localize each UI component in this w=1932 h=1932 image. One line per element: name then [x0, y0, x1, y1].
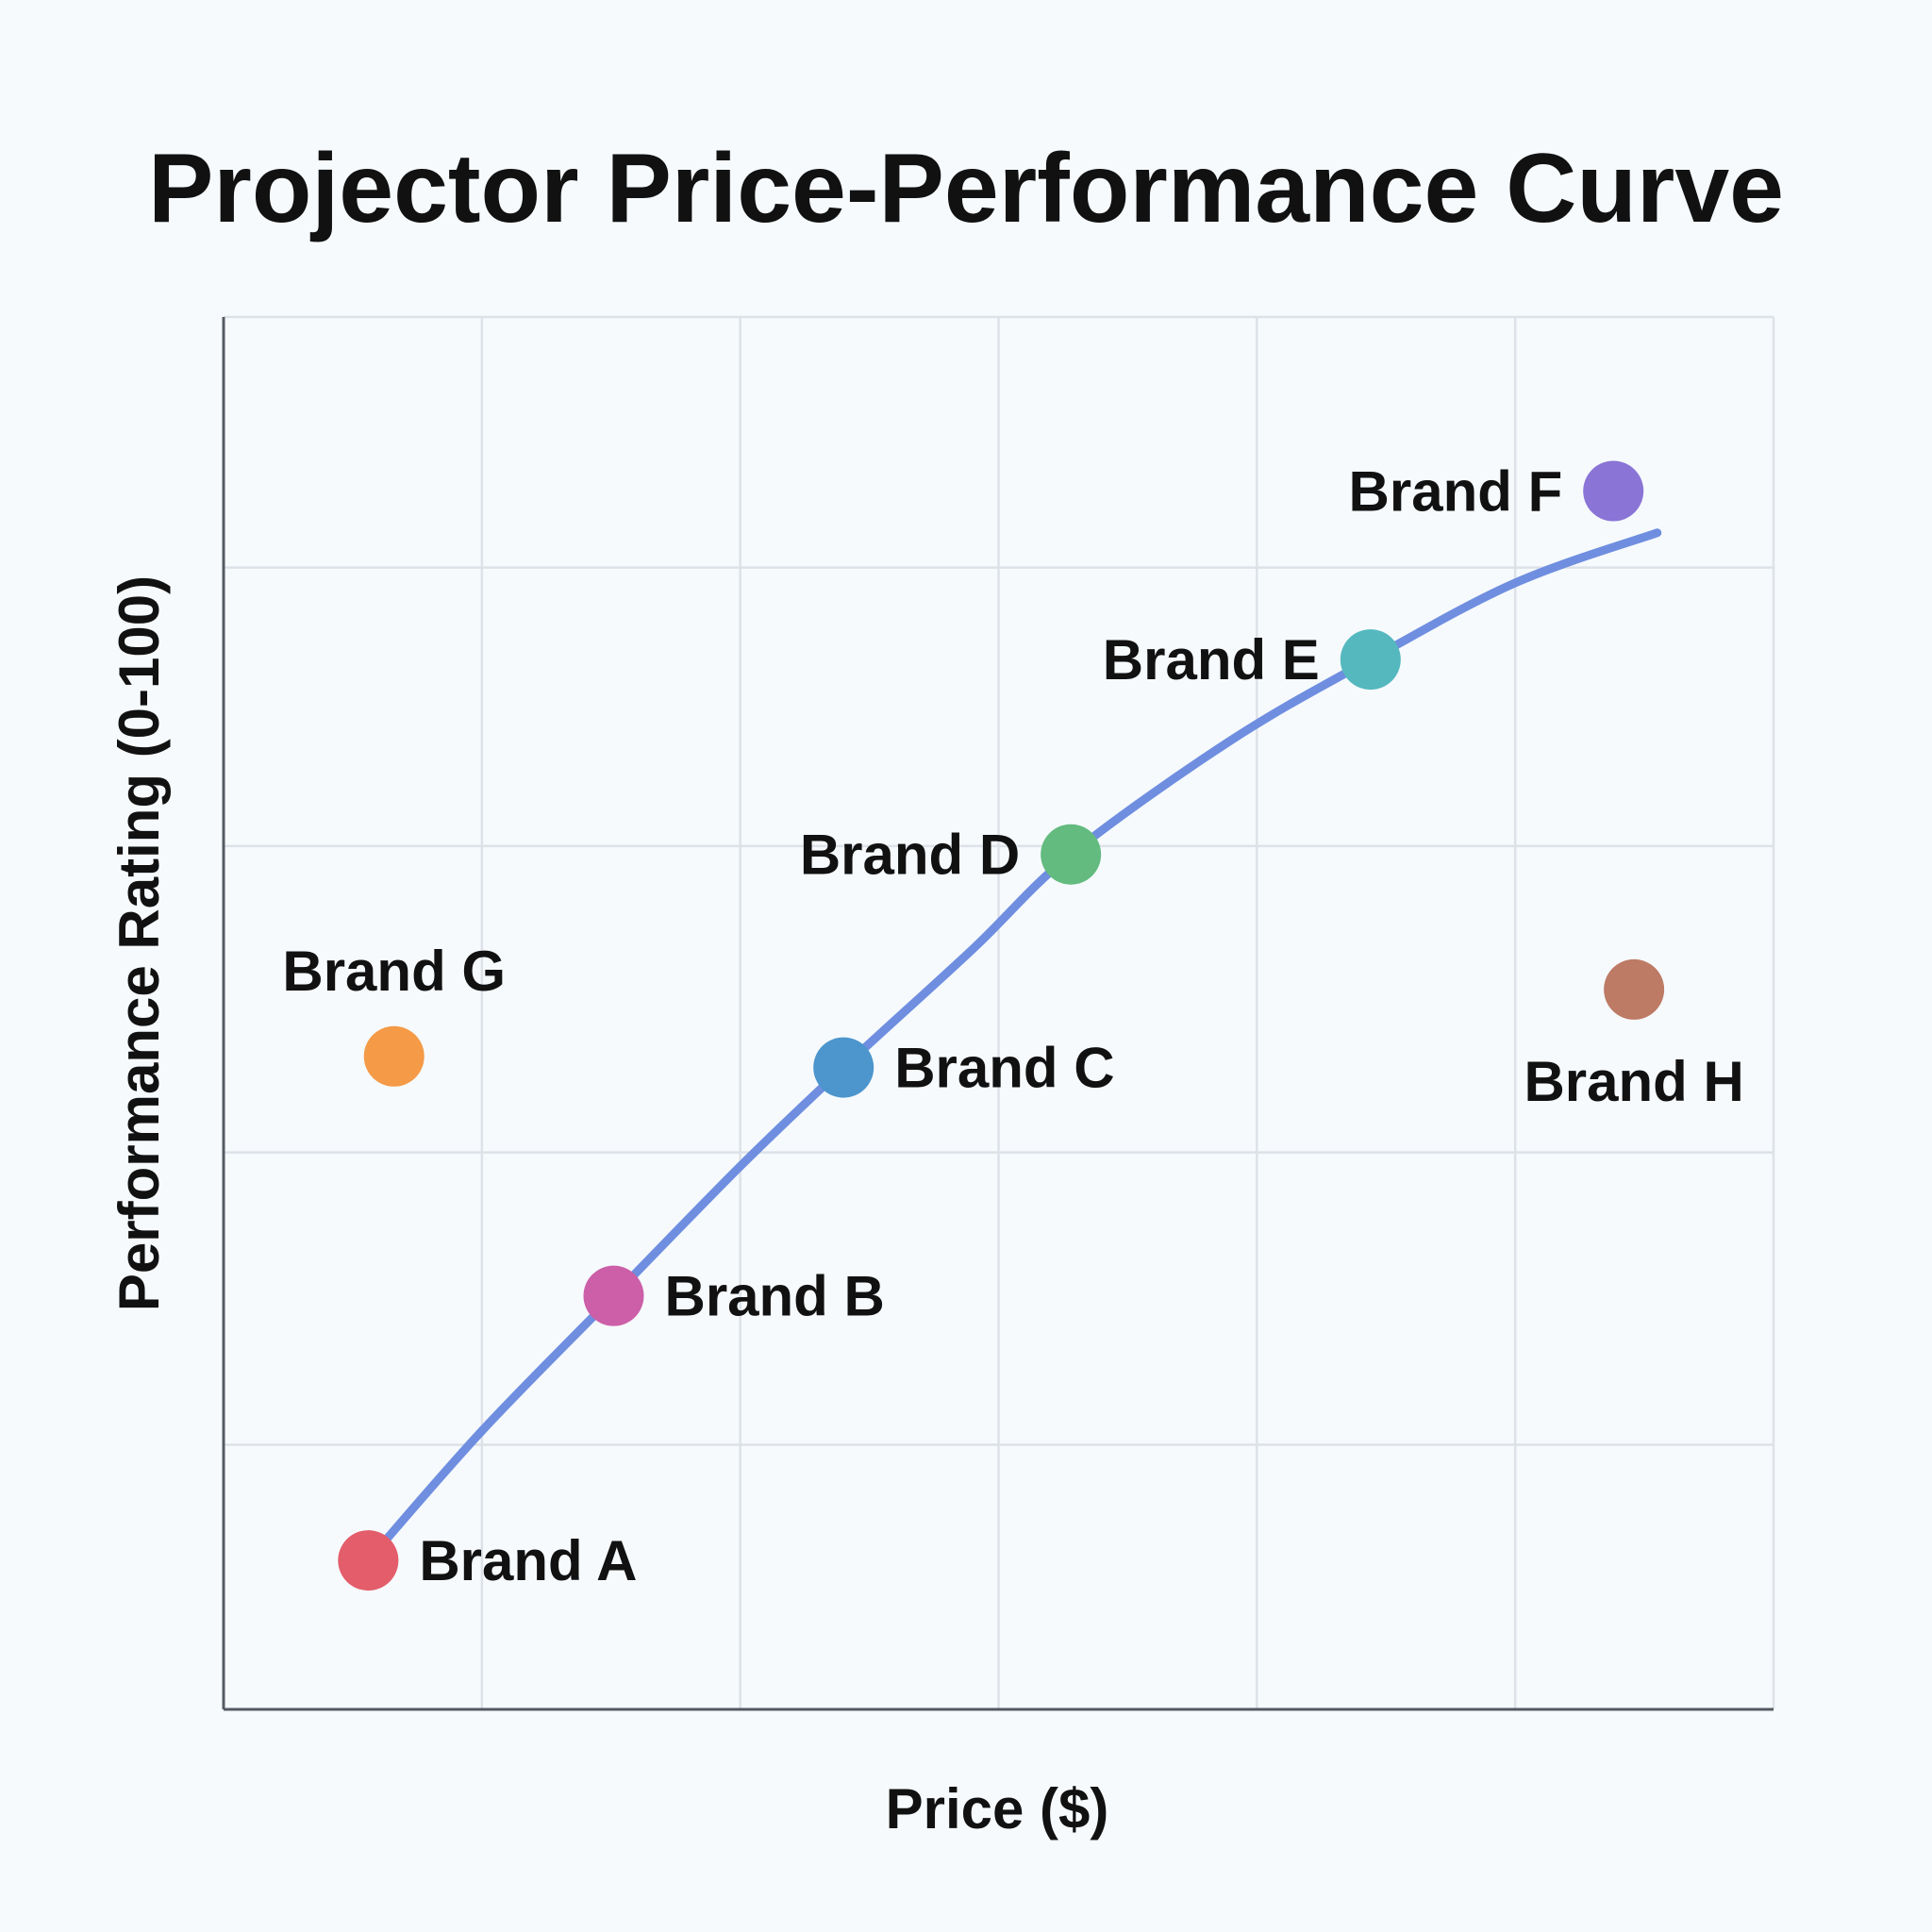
- label-brand-c: Brand C: [894, 1037, 1114, 1100]
- point-brand-a: [338, 1530, 399, 1591]
- trend-line-layer: [363, 528, 1662, 1565]
- label-brand-b: Brand B: [664, 1265, 884, 1328]
- trend-line: [363, 528, 1662, 1565]
- point-brand-f: [1583, 460, 1644, 522]
- x-axis-label: Price ($): [886, 1777, 1109, 1840]
- point-brand-c: [813, 1037, 874, 1098]
- label-brand-a: Brand A: [419, 1529, 637, 1592]
- data-labels: Brand A Brand B Brand C Brand D Brand E Brand…: [282, 460, 1743, 1593]
- chart-title: Projector Price-Performance Curve: [148, 134, 1784, 243]
- label-brand-f: Brand F: [1349, 460, 1563, 524]
- label-brand-d: Brand D: [800, 824, 1020, 887]
- point-brand-d: [1041, 824, 1102, 885]
- point-brand-b: [583, 1265, 644, 1326]
- point-brand-g: [363, 1025, 425, 1087]
- y-axis-label: Performance Rating (0-100): [108, 575, 171, 1311]
- label-brand-e: Brand E: [1103, 628, 1320, 691]
- point-brand-h: [1604, 958, 1665, 1020]
- label-brand-g: Brand G: [282, 940, 506, 1003]
- axes: [222, 317, 1774, 1711]
- point-brand-e: [1340, 629, 1401, 691]
- label-brand-h: Brand H: [1524, 1050, 1743, 1113]
- grid-lines: [224, 315, 1775, 1709]
- data-points: [338, 460, 1665, 1591]
